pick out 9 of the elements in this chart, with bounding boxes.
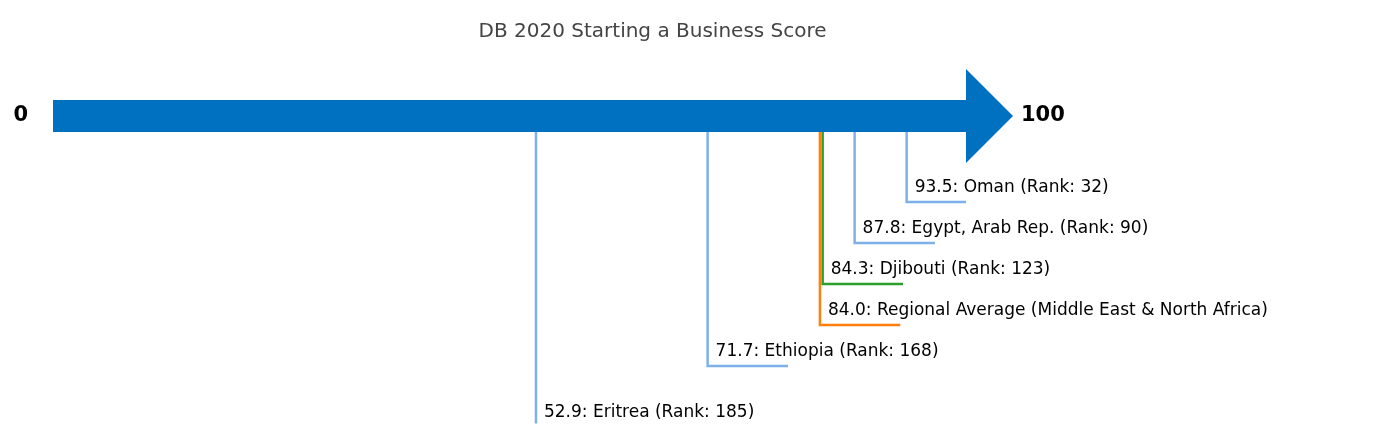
text: 100 (1021, 102, 1065, 127)
data-label: 52.9: Eritrea (Rank: 185) (543, 401, 755, 422)
data-label: 84.3: Djibouti (Rank: 123) (830, 258, 1051, 279)
data-label: 84.0: Regional Average (Middle East & North Africa) (827, 299, 1268, 320)
data-label: 71.7: Ethiopia (Rank: 168) (715, 340, 939, 361)
text: DB 2020 Starting a Business Score (478, 18, 827, 43)
data-label: 87.8: Egypt, Arab Rep. (Rank: 90) (862, 217, 1149, 238)
text: 0 (13, 102, 28, 127)
data-label: 93.5: Oman (Rank: 32) (914, 176, 1109, 197)
